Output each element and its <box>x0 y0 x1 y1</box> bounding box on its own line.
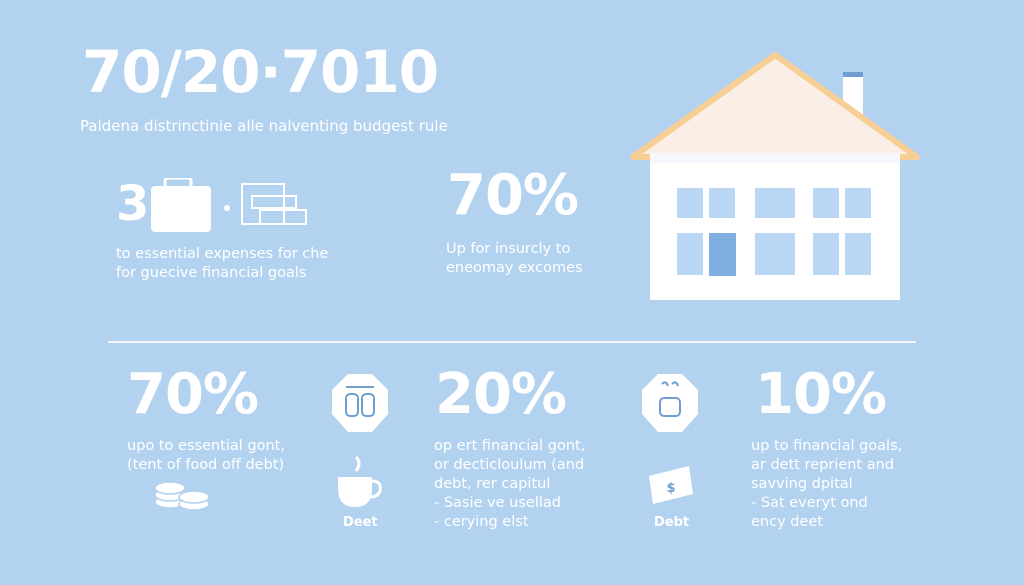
column-1-text: upo to essential gont, (tent of food off… <box>127 437 285 475</box>
text-line: for guecive financial goals <box>116 265 307 281</box>
bullet-item: - cerying elst <box>434 514 529 530</box>
text-line: Up for insurcly to <box>446 241 571 257</box>
bullet-item: - Sasie ve usellad <box>434 495 561 511</box>
bullet-item: - Sat everyt ond <box>751 495 868 511</box>
text-line: eneomay excomes <box>446 260 583 276</box>
coins-icon <box>154 481 210 511</box>
page-title: 70/20·7010 <box>82 38 439 106</box>
house-illustration <box>630 52 920 300</box>
text-line: ar dett reprient and <box>751 457 895 473</box>
badge-icon <box>332 374 388 432</box>
door <box>709 233 736 276</box>
percent-20: 20% <box>435 362 567 427</box>
debt-label: Debt <box>654 515 690 530</box>
top-middle-text: Up for insurcly to eneomay excomes <box>446 240 583 278</box>
divider <box>108 341 916 343</box>
server-stack-icon <box>241 183 307 225</box>
bullet-item: ency deet <box>751 514 824 530</box>
column-3-text: op ert financial gont, or decticloulum (… <box>434 437 585 532</box>
badge-icon <box>642 374 698 432</box>
text-line: (tent of food off debt) <box>127 457 285 473</box>
column-5-text: up to financial goals, ar dett reprient … <box>751 437 902 532</box>
text-line: op ert financial gont, <box>434 438 586 454</box>
page-subtitle: Paldena distrinctinie alle nalventing bu… <box>80 117 448 135</box>
coffee-cup-icon <box>338 455 382 507</box>
dollar-bill-icon: $ <box>649 466 693 504</box>
text-line: debt, rer capitul <box>434 476 551 492</box>
briefcase-icon <box>151 178 230 232</box>
text-line: or decticloulum (and <box>434 457 585 473</box>
text-line: up to financial goals, <box>751 438 903 454</box>
top-left-text: to essential expenses for che for gueciv… <box>116 245 328 283</box>
stat-number: 3 <box>116 176 149 232</box>
text-line: to essential expenses for che <box>116 246 329 262</box>
svg-text:$: $ <box>666 481 675 496</box>
percent-10: 10% <box>755 362 887 427</box>
text-line: upo to essential gont, <box>127 438 285 454</box>
top-percent: 70% <box>447 163 579 228</box>
deet-label: Deet <box>343 515 378 530</box>
text-line: savving dpital <box>751 476 853 492</box>
percent-70: 70% <box>127 362 259 427</box>
